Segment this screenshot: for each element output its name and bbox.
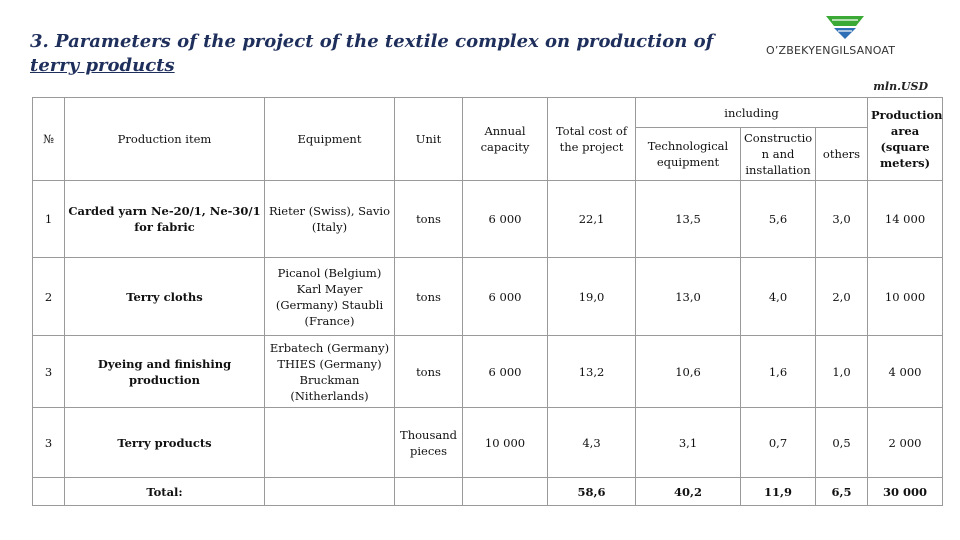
cell-construction: 5,6 [740, 180, 816, 258]
cell-tech: 13,5 [635, 180, 741, 258]
cell-item: Carded yarn Ne-20/1, Ne-30/1 for fabric [64, 180, 265, 258]
cell-equipment: Erbatech (Germany) THIES (Germany) Bruck… [264, 335, 395, 408]
cell-capacity: 6 000 [462, 180, 548, 258]
cell-unit: tons [394, 335, 463, 408]
cell-construction: 4,0 [740, 257, 816, 336]
total-construction: 11,9 [740, 477, 816, 506]
cell-item: Terry products [64, 407, 265, 478]
cell-total: 22,1 [547, 180, 636, 258]
table-row: 1 Carded yarn Ne-20/1, Ne-30/1 for fabri… [32, 180, 944, 258]
header-area: Production area (square meters) [867, 97, 944, 181]
cell-others: 2,0 [814, 257, 869, 336]
cell-total: 13,2 [547, 335, 636, 408]
cell-construction: 1,6 [740, 335, 816, 408]
cell-area: 10 000 [867, 257, 944, 336]
cell-equipment: Rieter (Swiss), Savio (Italy) [264, 180, 395, 258]
cell-unit: Thousand pieces [394, 407, 463, 478]
cell-capacity: 10 000 [462, 407, 548, 478]
total-label: Total: [64, 477, 265, 506]
cell-area: 14 000 [867, 180, 944, 258]
cell-capacity [462, 477, 548, 506]
page-title: 3. Parameters of the project of the text… [30, 30, 750, 78]
cell-equipment: Picanol (Belgium) Karl Mayer (Germany) S… [264, 257, 395, 336]
header-others: others [814, 127, 869, 181]
table-row: 3 Terry products Thousand pieces 10 000 … [32, 407, 944, 478]
cell-no: 3 [32, 407, 65, 478]
cell-others: 1,0 [814, 335, 869, 408]
cell-no: 2 [32, 257, 65, 336]
cell-unit [394, 477, 463, 506]
total-others: 6,5 [814, 477, 869, 506]
cell-no [32, 477, 65, 506]
cell-tech: 13,0 [635, 257, 741, 336]
cell-construction: 0,7 [740, 407, 816, 478]
title-line-1: 3. Parameters of the project of the text… [30, 31, 714, 52]
cell-unit: tons [394, 257, 463, 336]
cell-no: 1 [32, 180, 65, 258]
header-including: including [634, 97, 869, 128]
header-row-1: № Production item Equipment Unit Annual … [32, 97, 944, 181]
table-row: 2 Terry cloths Picanol (Belgium) Karl Ma… [32, 257, 944, 336]
brand-name: O’ZBEKYENGILSANOAT [766, 44, 896, 57]
header-no: № [32, 97, 65, 181]
cell-tech: 3,1 [635, 407, 741, 478]
cell-total: 19,0 [547, 257, 636, 336]
total-cost: 58,6 [547, 477, 636, 506]
cell-no: 3 [32, 335, 65, 408]
title-line-2: terry products [30, 55, 175, 76]
cell-item: Terry cloths [64, 257, 265, 336]
header-capacity: Annual capacity [462, 97, 548, 181]
cell-area: 2 000 [867, 407, 944, 478]
header-total-cost: Total cost of the project [547, 97, 636, 181]
cell-capacity: 6 000 [462, 335, 548, 408]
table-row: 3 Dyeing and finishing production Erbate… [32, 335, 944, 408]
total-row: Total: 58,6 40,2 11,9 6,5 30 000 [32, 477, 944, 506]
header-equipment: Equipment [264, 97, 395, 181]
cell-unit: tons [394, 180, 463, 258]
total-area: 30 000 [867, 477, 944, 506]
cell-equipment [264, 477, 395, 506]
cell-others: 3,0 [814, 180, 869, 258]
project-parameters-table: № Production item Equipment Unit Annual … [32, 97, 944, 506]
header-unit: Unit [394, 97, 463, 181]
cell-tech: 10,6 [635, 335, 741, 408]
header-item: Production item [64, 97, 265, 181]
cell-capacity: 6 000 [462, 257, 548, 336]
cell-others: 0,5 [814, 407, 869, 478]
company-logo [826, 16, 864, 39]
cell-total: 4,3 [547, 407, 636, 478]
header-row-2: Technological equipment Constructio n an… [33, 127, 943, 181]
header-construction: Constructio n and installation [740, 127, 816, 181]
currency-unit-note: mln.USD [873, 80, 928, 93]
cell-area: 4 000 [867, 335, 944, 408]
header-tech: Technological equipment [635, 127, 741, 181]
cell-item: Dyeing and finishing production [64, 335, 265, 408]
total-tech: 40,2 [635, 477, 741, 506]
cell-equipment [264, 407, 395, 478]
